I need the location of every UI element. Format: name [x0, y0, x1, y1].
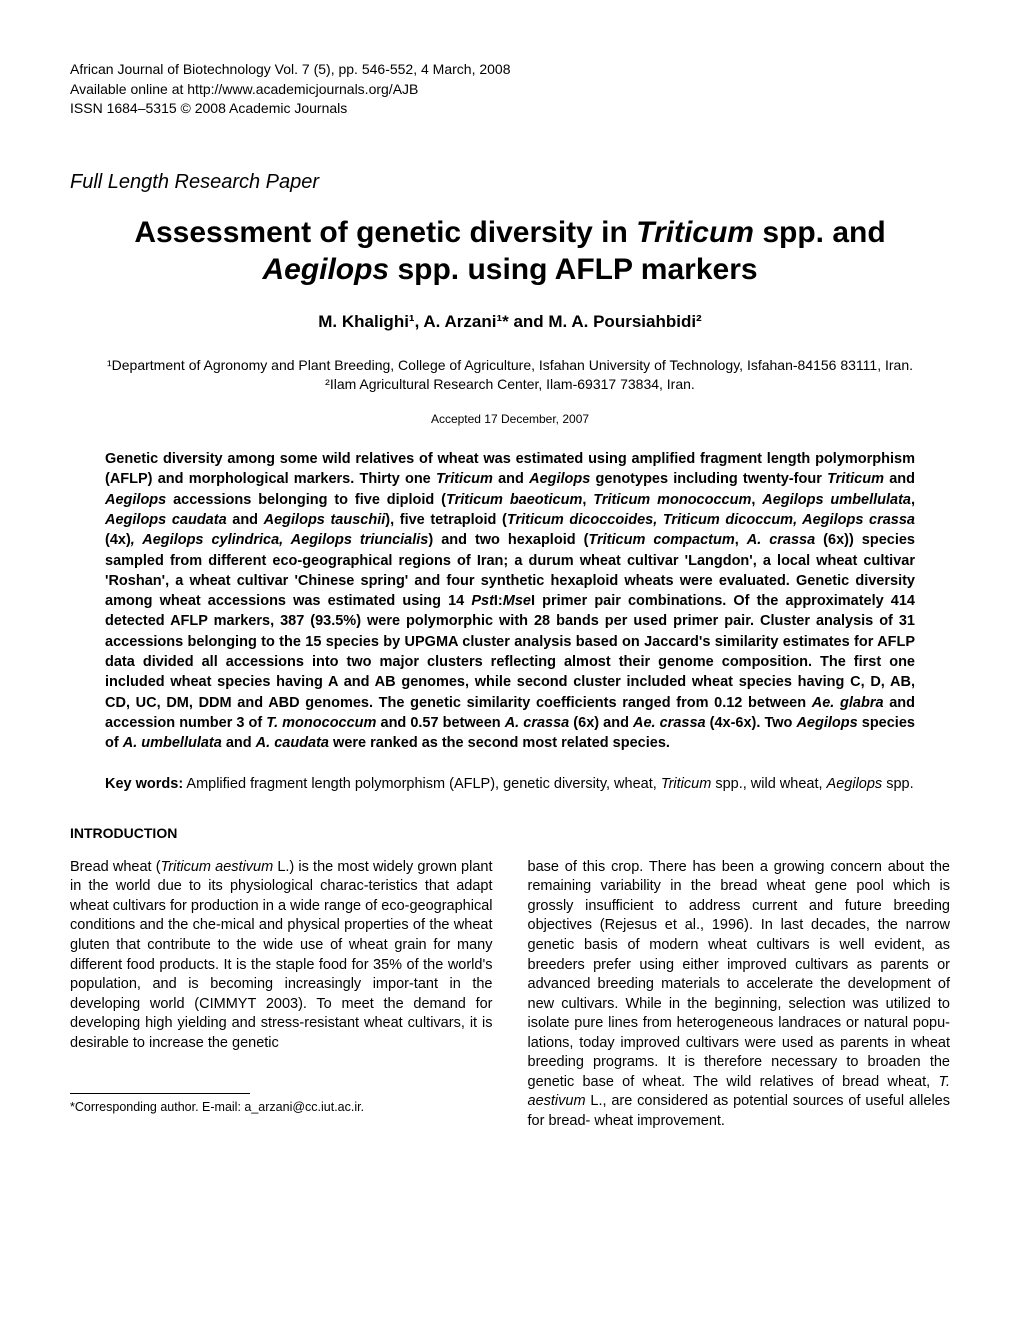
paper-title: Assessment of genetic diversity in Triti… — [70, 214, 950, 289]
paper-type: Full Length Research Paper — [70, 169, 950, 196]
column-left: Bread wheat (Triticum aestivum L.) is th… — [70, 858, 493, 1132]
journal-line-1: African Journal of Biotechnology Vol. 7 … — [70, 60, 950, 80]
journal-line-2: Available online at http://www.academicj… — [70, 80, 950, 100]
column-right: base of this crop. There has been a grow… — [528, 858, 951, 1132]
introduction-heading: INTRODUCTION — [70, 824, 950, 843]
footnote-rule — [70, 1093, 250, 1094]
introduction-body: Bread wheat (Triticum aestivum L.) is th… — [70, 858, 950, 1132]
keywords: Key words: Amplified fragment length pol… — [105, 774, 915, 794]
affiliations: ¹Department of Agronomy and Plant Breedi… — [70, 356, 950, 395]
affiliation-1: ¹Department of Agronomy and Plant Breedi… — [70, 356, 950, 376]
journal-line-3: ISSN 1684–5315 © 2008 Academic Journals — [70, 99, 950, 119]
corresponding-author-footnote: *Corresponding author. E-mail: a_arzani@… — [70, 1099, 493, 1116]
abstract: Genetic diversity among some wild relati… — [105, 449, 915, 753]
affiliation-2: ²Ilam Agricultural Research Center, Ilam… — [70, 375, 950, 395]
keywords-label: Key words: — [105, 776, 183, 792]
journal-header: African Journal of Biotechnology Vol. 7 … — [70, 60, 950, 119]
accepted-date: Accepted 17 December, 2007 — [70, 411, 950, 427]
authors: M. Khalighi¹, A. Arzani¹* and M. A. Pour… — [70, 311, 950, 334]
